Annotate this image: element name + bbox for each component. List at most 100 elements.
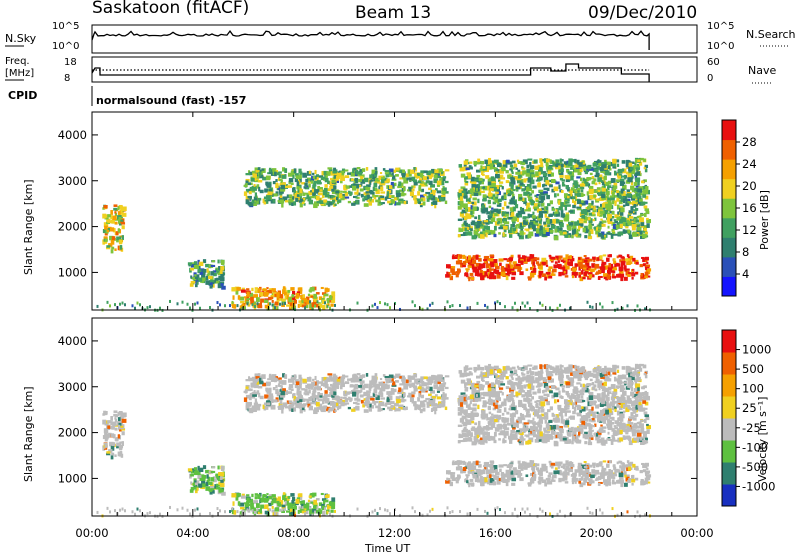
power-echo-cell	[532, 185, 537, 189]
velocity-echo-cell	[644, 464, 648, 469]
velocity-echo-cell	[217, 477, 222, 482]
power-echo-cell	[597, 174, 603, 178]
power-echo-cell	[357, 184, 362, 188]
power-echo-cell	[583, 208, 588, 213]
power-echo-cell	[576, 228, 580, 232]
power-echo-cell	[519, 182, 524, 186]
power-echo-cell	[508, 233, 513, 238]
power-echo-cell	[273, 193, 278, 197]
power-echo-cell	[335, 190, 340, 194]
power-echo-cell	[451, 255, 455, 260]
power-echo-cell	[617, 211, 620, 215]
power-echo-cell	[619, 259, 622, 263]
power-echo-cell	[622, 160, 626, 164]
power-echo-cell	[591, 176, 594, 179]
power-echo-cell	[399, 189, 403, 192]
power-echo-cell	[611, 215, 615, 219]
power-echo-cell	[596, 165, 600, 170]
velocity-echo-cell	[357, 390, 362, 394]
power-echo-cell	[371, 173, 377, 179]
velocity-echo-cell	[486, 474, 492, 478]
velocity-echo-cell	[340, 382, 345, 388]
velocity-echo-cell	[260, 377, 263, 382]
power-echo-cell	[644, 195, 649, 200]
power-echo-cell	[282, 167, 286, 172]
power-echo-cell	[282, 286, 286, 290]
velocity-echo-cell	[431, 407, 434, 411]
power-echo-cell	[331, 195, 336, 199]
power-echo-cell	[620, 197, 625, 202]
power-echo-cell	[643, 225, 648, 230]
power-echo-cell	[298, 168, 302, 174]
power-echo-cell	[467, 258, 471, 263]
power-echo-cell	[616, 204, 620, 210]
velocity-echo-cell	[350, 384, 355, 387]
velocity-echo-cell	[273, 399, 278, 403]
power-echo-cell	[527, 158, 533, 161]
power-echo-cell	[293, 168, 297, 174]
power-echo-cell	[450, 268, 455, 273]
velocity-echo-cell	[602, 460, 607, 463]
velocity-echo-cell	[617, 479, 622, 484]
velocity-echo-cell	[297, 385, 300, 389]
velocity-echo-cell	[340, 401, 345, 407]
velocity-echo-cell	[563, 476, 566, 480]
power-echo-cell	[471, 181, 477, 185]
velocity-echo-cell	[121, 431, 125, 436]
velocity-echo-cell	[405, 379, 409, 384]
power-echo-cell	[644, 271, 649, 276]
power-echo-cell	[257, 303, 261, 306]
velocity-echo-cell	[620, 482, 624, 488]
velocity-echo-cell	[344, 375, 349, 378]
power-echo-cell	[599, 302, 601, 306]
power-echo-cell	[267, 191, 273, 196]
velocity-echo-cell	[119, 451, 123, 456]
power-echo-cell	[547, 268, 552, 272]
power-echo-cell	[488, 190, 491, 194]
power-echo-cell	[319, 197, 323, 203]
power-echo-cell	[579, 203, 582, 208]
velocity-echo-cell	[445, 480, 450, 484]
power-echo-cell	[463, 203, 468, 208]
power-echo-cell	[380, 186, 384, 192]
power-echo-cell	[333, 197, 338, 202]
velocity-echo-cell	[495, 475, 500, 481]
velocity-echo-cell	[618, 460, 623, 464]
power-echo-cell	[568, 158, 573, 163]
power-echo-cell	[560, 213, 565, 218]
power-echo-cell	[119, 245, 123, 250]
velocity-echo-cell	[538, 476, 544, 482]
power-echo-cell	[547, 166, 553, 170]
power-echo-cell	[256, 184, 260, 189]
power-echo-cell	[637, 164, 641, 170]
velocity-echo-cell	[236, 493, 241, 497]
power-echo-cell	[612, 270, 616, 274]
velocity-echo-cell	[282, 388, 286, 392]
power-echo-cell	[627, 177, 632, 182]
power-echo-cell	[279, 183, 282, 186]
velocity-echo-cell	[451, 461, 455, 466]
velocity-echo-cell	[314, 375, 317, 381]
velocity-echo-cell	[399, 383, 404, 386]
power-echo-cell	[548, 179, 554, 183]
velocity-echo-cell	[317, 391, 321, 397]
power-echo-cell	[433, 178, 439, 184]
power-echo-cell	[468, 165, 472, 168]
power-echo-cell	[587, 217, 591, 221]
power-echo-cell	[568, 210, 574, 213]
velocity-echo-cell	[466, 480, 469, 484]
power-echo-cell	[558, 255, 563, 259]
power-echo-cell	[198, 277, 203, 282]
power-echo-cell	[595, 227, 599, 231]
power-echo-cell	[643, 212, 647, 217]
power-echo-cell	[266, 287, 269, 290]
power-echo-cell	[431, 201, 434, 205]
velocity-echo-cell	[257, 509, 261, 512]
power-echo-cell	[560, 163, 564, 168]
power-echo-cell	[511, 177, 515, 181]
velocity-echo-cell	[498, 464, 504, 468]
power-echo-cell	[472, 206, 477, 211]
power-echo-cell	[638, 195, 642, 200]
power-echo-cell	[231, 301, 235, 306]
velocity-echo-cell	[324, 494, 330, 499]
